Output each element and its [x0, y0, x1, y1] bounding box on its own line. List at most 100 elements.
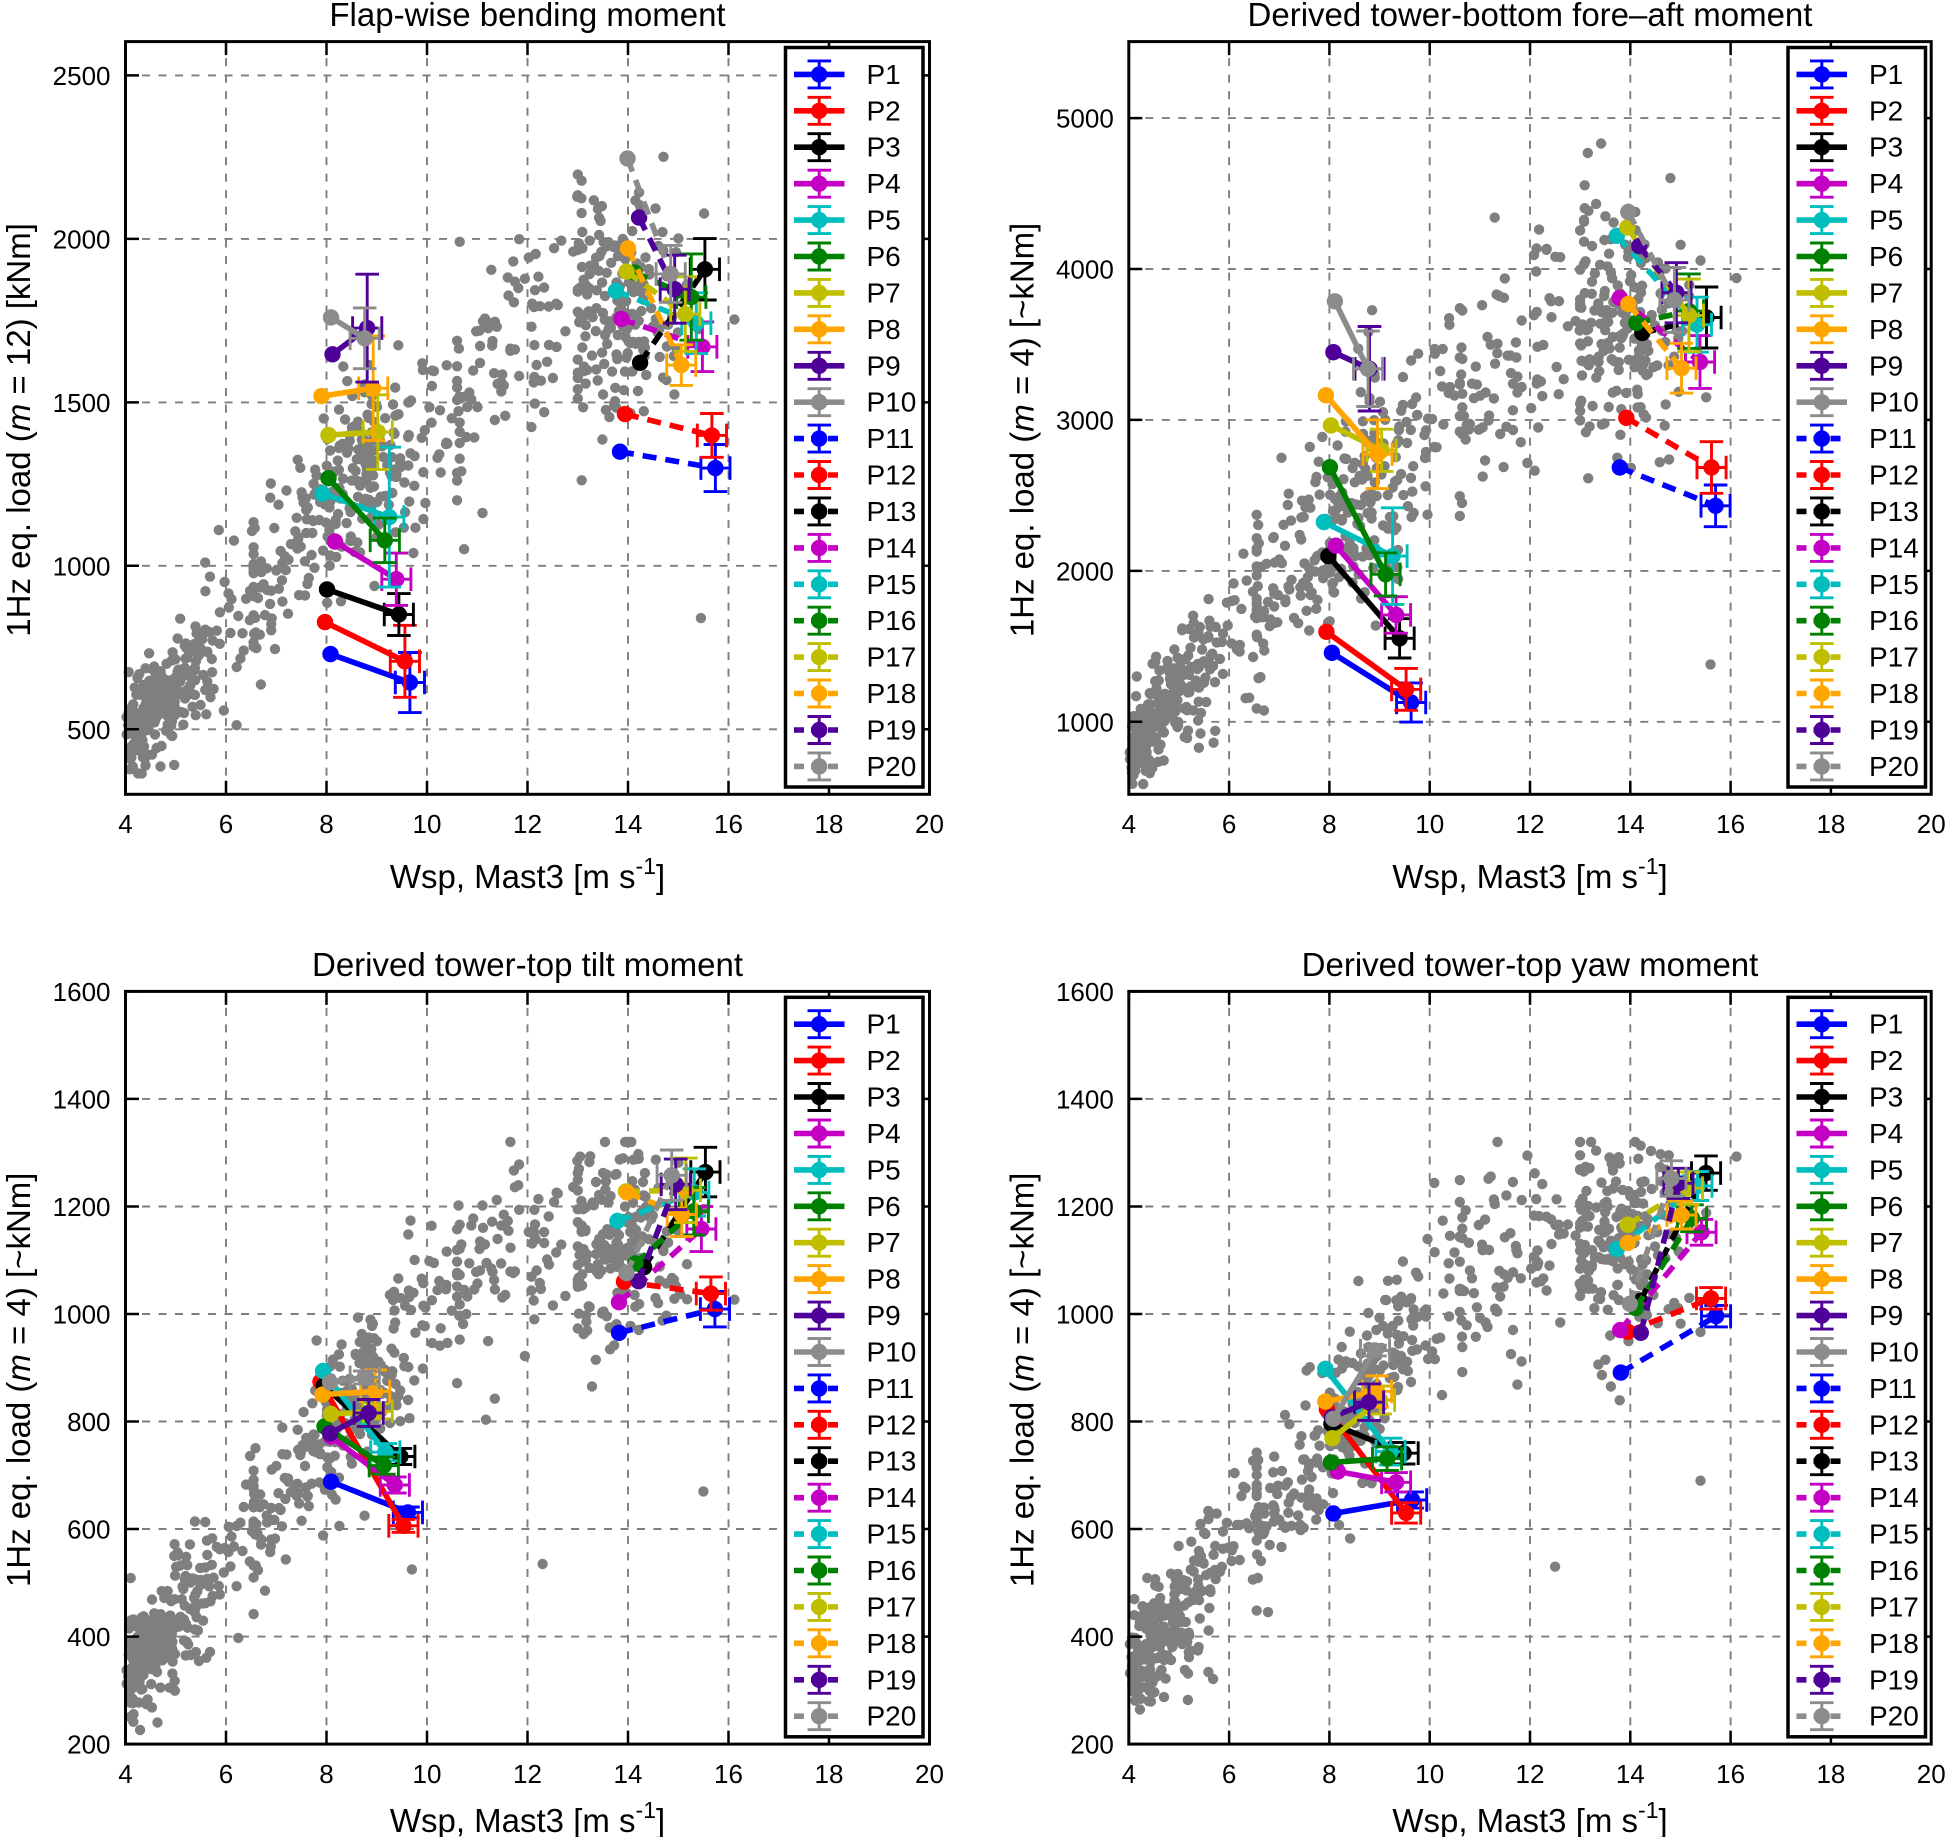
svg-text:8: 8	[1322, 1759, 1336, 1789]
svg-text:P3: P3	[1869, 132, 1903, 163]
svg-text:P5: P5	[867, 205, 901, 236]
svg-text:P15: P15	[1869, 569, 1919, 600]
svg-text:P7: P7	[1869, 1227, 1903, 1258]
svg-text:P1: P1	[1869, 59, 1903, 90]
svg-text:1500: 1500	[53, 388, 111, 418]
svg-text:P1: P1	[867, 1009, 901, 1040]
svg-text:P18: P18	[867, 1628, 917, 1659]
svg-text:18: 18	[1816, 1759, 1845, 1789]
svg-text:1Hz eq. load (m = 4) [~kNm]: 1Hz eq. load (m = 4) [~kNm]	[1003, 223, 1040, 638]
svg-text:12: 12	[513, 809, 542, 839]
svg-text:P5: P5	[867, 1154, 901, 1185]
svg-text:P10: P10	[867, 1337, 917, 1368]
svg-text:P7: P7	[867, 277, 901, 308]
svg-text:6: 6	[1222, 809, 1236, 839]
svg-text:P19: P19	[1869, 715, 1919, 746]
svg-text:1400: 1400	[53, 1084, 111, 1114]
svg-text:1200: 1200	[1056, 1192, 1114, 1222]
svg-text:P6: P6	[867, 241, 901, 272]
svg-text:P9: P9	[1869, 1300, 1903, 1331]
svg-text:1Hz eq. load (m = 12) [kNm]: 1Hz eq. load (m = 12) [kNm]	[0, 223, 37, 637]
svg-text:14: 14	[1616, 809, 1645, 839]
svg-text:18: 18	[815, 1759, 844, 1789]
svg-text:10: 10	[413, 809, 442, 839]
svg-text:600: 600	[1070, 1515, 1113, 1545]
svg-text:1200: 1200	[53, 1192, 111, 1222]
svg-text:P12: P12	[1869, 1409, 1919, 1440]
svg-text:1600: 1600	[53, 977, 111, 1007]
svg-text:P9: P9	[867, 350, 901, 381]
svg-text:P20: P20	[867, 1701, 917, 1732]
svg-text:P12: P12	[867, 460, 917, 491]
svg-text:P11: P11	[1869, 423, 1917, 454]
svg-text:P4: P4	[867, 1118, 901, 1149]
svg-text:500: 500	[67, 715, 110, 745]
svg-text:1Hz eq. load (m = 4) [~kNm]: 1Hz eq. load (m = 4) [~kNm]	[0, 1173, 37, 1588]
svg-text:P11: P11	[867, 423, 915, 454]
svg-text:10: 10	[413, 1759, 442, 1789]
svg-text:P5: P5	[1869, 1154, 1903, 1185]
svg-text:16: 16	[1716, 809, 1745, 839]
svg-text:18: 18	[1816, 809, 1845, 839]
svg-text:6: 6	[219, 809, 233, 839]
svg-text:P13: P13	[867, 496, 917, 527]
svg-text:Derived tower-top yaw moment: Derived tower-top yaw moment	[1302, 946, 1759, 983]
svg-text:P13: P13	[1869, 1446, 1919, 1477]
svg-text:P10: P10	[867, 387, 917, 418]
svg-text:P14: P14	[867, 1482, 917, 1513]
svg-text:200: 200	[67, 1730, 110, 1760]
svg-text:P12: P12	[1869, 460, 1919, 491]
svg-text:2000: 2000	[1056, 556, 1114, 586]
svg-text:P2: P2	[1869, 1045, 1903, 1076]
svg-text:P4: P4	[1869, 168, 1903, 199]
svg-text:P16: P16	[1869, 1555, 1919, 1586]
svg-text:P14: P14	[1869, 1482, 1919, 1513]
svg-text:1000: 1000	[1056, 707, 1114, 737]
svg-text:P18: P18	[867, 678, 917, 709]
svg-text:16: 16	[1716, 1759, 1745, 1789]
svg-text:P11: P11	[1869, 1373, 1917, 1404]
svg-text:800: 800	[1070, 1407, 1113, 1437]
svg-text:12: 12	[1516, 1759, 1545, 1789]
svg-text:14: 14	[614, 809, 643, 839]
svg-text:P16: P16	[1869, 605, 1919, 636]
svg-text:1Hz eq. load (m = 4) [~kNm]: 1Hz eq. load (m = 4) [~kNm]	[1003, 1173, 1040, 1588]
svg-text:P7: P7	[867, 1227, 901, 1258]
svg-text:1000: 1000	[53, 1300, 111, 1330]
svg-text:P9: P9	[1869, 350, 1903, 381]
svg-text:6: 6	[219, 1759, 233, 1789]
svg-text:4000: 4000	[1056, 255, 1114, 285]
svg-text:400: 400	[1070, 1622, 1113, 1652]
svg-text:P16: P16	[867, 605, 917, 636]
svg-text:P19: P19	[1869, 1664, 1919, 1695]
svg-text:8: 8	[1322, 809, 1336, 839]
svg-text:P3: P3	[867, 132, 901, 163]
svg-text:P20: P20	[1869, 751, 1919, 782]
svg-text:6: 6	[1222, 1759, 1236, 1789]
svg-text:P13: P13	[867, 1446, 917, 1477]
svg-text:P8: P8	[1869, 314, 1903, 345]
svg-text:16: 16	[714, 809, 743, 839]
svg-text:800: 800	[67, 1407, 110, 1437]
svg-text:10: 10	[1415, 1759, 1444, 1789]
svg-text:P18: P18	[1869, 678, 1919, 709]
svg-text:P11: P11	[867, 1373, 915, 1404]
svg-text:20: 20	[1917, 809, 1946, 839]
svg-text:P15: P15	[867, 569, 917, 600]
svg-text:P15: P15	[867, 1519, 917, 1550]
svg-text:14: 14	[1616, 1759, 1645, 1789]
svg-text:4: 4	[118, 809, 132, 839]
svg-text:Wsp, Mast3 [m s-1]: Wsp, Mast3 [m s-1]	[390, 1797, 665, 1837]
svg-text:P3: P3	[867, 1082, 901, 1113]
svg-text:12: 12	[1516, 809, 1545, 839]
svg-text:P10: P10	[1869, 387, 1919, 418]
svg-text:600: 600	[67, 1515, 110, 1545]
svg-text:12: 12	[513, 1759, 542, 1789]
svg-text:Derived tower-top tilt moment: Derived tower-top tilt moment	[312, 946, 743, 983]
svg-text:1600: 1600	[1056, 977, 1114, 1007]
svg-text:4: 4	[1122, 809, 1136, 839]
svg-text:1400: 1400	[1056, 1084, 1114, 1114]
svg-text:2500: 2500	[53, 61, 111, 91]
svg-text:P1: P1	[1869, 1009, 1903, 1040]
svg-text:P12: P12	[867, 1409, 917, 1440]
